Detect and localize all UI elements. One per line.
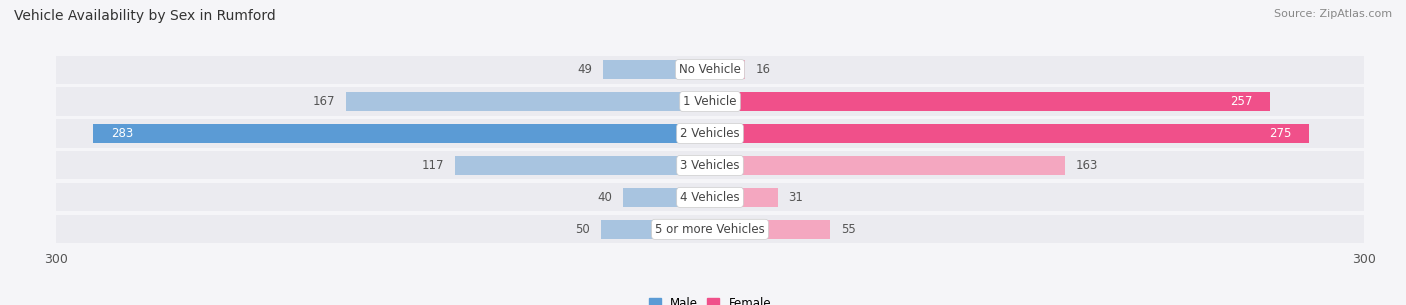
Text: 4 Vehicles: 4 Vehicles bbox=[681, 191, 740, 204]
Text: 167: 167 bbox=[312, 95, 335, 108]
Bar bbox=[93, 124, 710, 143]
Text: 257: 257 bbox=[1230, 95, 1253, 108]
Bar bbox=[56, 120, 1364, 148]
Bar bbox=[56, 215, 1364, 243]
Bar bbox=[602, 220, 710, 239]
Text: 275: 275 bbox=[1270, 127, 1292, 140]
Bar bbox=[56, 151, 1364, 179]
Text: No Vehicle: No Vehicle bbox=[679, 63, 741, 76]
Bar bbox=[710, 60, 745, 79]
Text: 5 or more Vehicles: 5 or more Vehicles bbox=[655, 223, 765, 236]
Bar bbox=[710, 92, 1270, 111]
Text: 49: 49 bbox=[578, 63, 592, 76]
Text: 50: 50 bbox=[575, 223, 591, 236]
Text: 3 Vehicles: 3 Vehicles bbox=[681, 159, 740, 172]
Text: 16: 16 bbox=[756, 63, 770, 76]
Bar bbox=[346, 92, 710, 111]
Text: 283: 283 bbox=[111, 127, 134, 140]
Text: Source: ZipAtlas.com: Source: ZipAtlas.com bbox=[1274, 9, 1392, 19]
Bar bbox=[456, 156, 710, 175]
Text: 31: 31 bbox=[789, 191, 803, 204]
Text: 55: 55 bbox=[841, 223, 855, 236]
Bar bbox=[56, 88, 1364, 116]
Text: 1 Vehicle: 1 Vehicle bbox=[683, 95, 737, 108]
Bar bbox=[710, 124, 1309, 143]
Bar bbox=[710, 156, 1066, 175]
Bar bbox=[710, 220, 830, 239]
Bar bbox=[710, 188, 778, 207]
Bar bbox=[603, 60, 710, 79]
Text: 40: 40 bbox=[598, 191, 612, 204]
Text: 117: 117 bbox=[422, 159, 444, 172]
Bar bbox=[56, 183, 1364, 211]
Text: 163: 163 bbox=[1076, 159, 1098, 172]
Legend: Male, Female: Male, Female bbox=[644, 292, 776, 305]
Text: 2 Vehicles: 2 Vehicles bbox=[681, 127, 740, 140]
Bar bbox=[623, 188, 710, 207]
Text: Vehicle Availability by Sex in Rumford: Vehicle Availability by Sex in Rumford bbox=[14, 9, 276, 23]
Bar bbox=[56, 56, 1364, 84]
